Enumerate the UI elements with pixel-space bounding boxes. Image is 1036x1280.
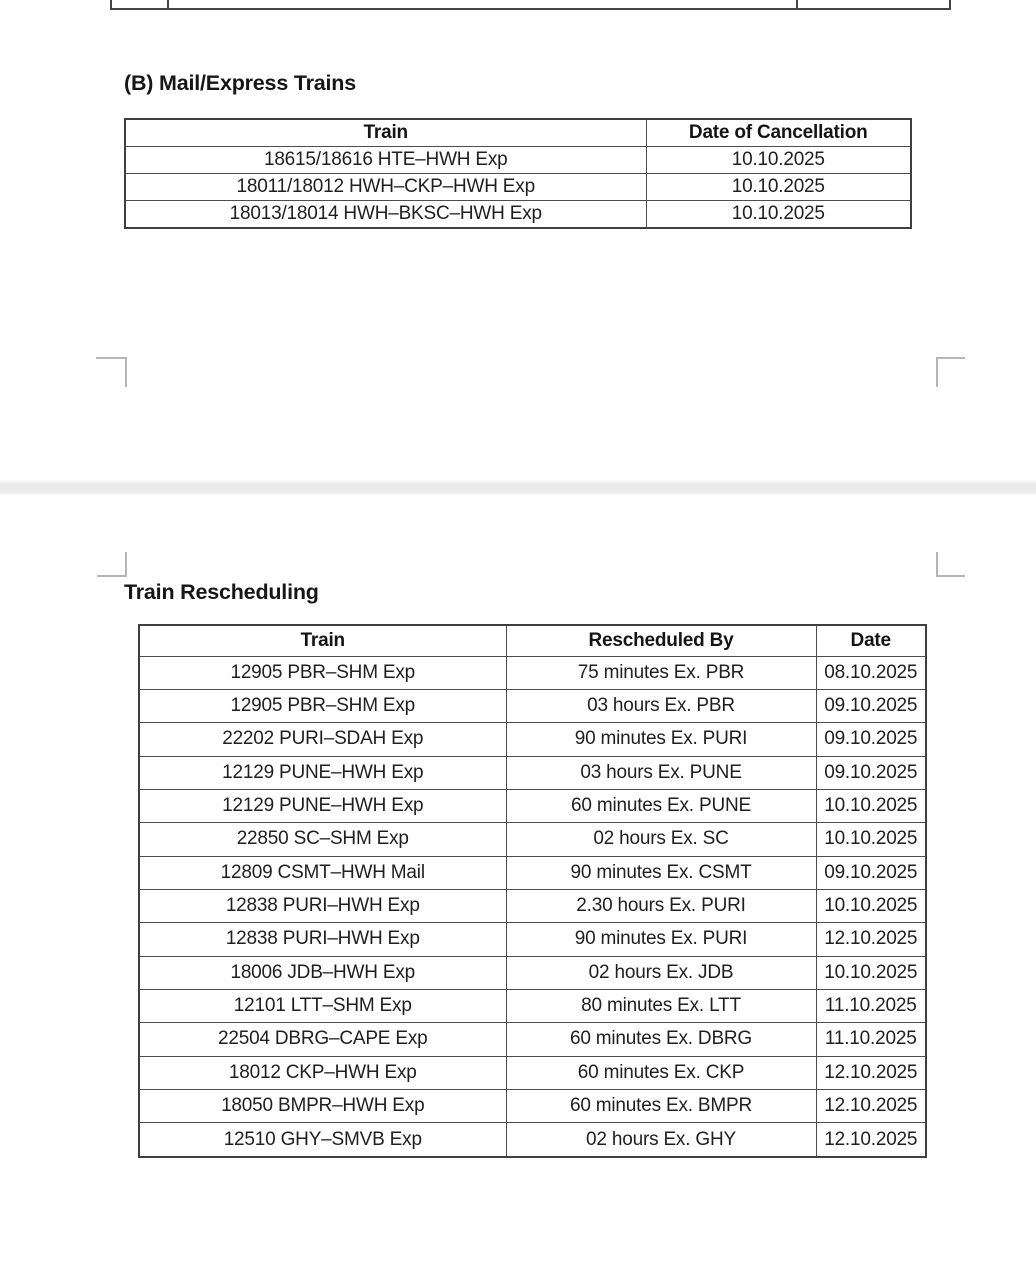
table-row: 12101 LTT–SHM Exp 80 minutes Ex. LTT 11.10… bbox=[138, 988, 927, 1024]
table-cell: 09.10.2025 bbox=[815, 688, 927, 724]
table-row: 18615/18616 HTE–HWH Exp 10.10.2025 bbox=[124, 145, 912, 174]
table-cell: 22202 PURI–SDAH Exp bbox=[138, 722, 507, 757]
table-cell: 11.10.2025 bbox=[815, 988, 927, 1024]
table-cell: 12905 PBR–SHM Exp bbox=[138, 655, 507, 690]
table-cell: 90 minutes Ex. PURI bbox=[505, 722, 817, 757]
margin-corner-mark bbox=[96, 357, 127, 387]
table-cell: 10.10.2025 bbox=[815, 955, 927, 990]
table-cell: 12129 PUNE–HWH Exp bbox=[138, 755, 507, 790]
column-header-date-of-cancellation: Date of Cancellation bbox=[645, 118, 912, 147]
margin-corner-mark bbox=[936, 357, 965, 387]
table-cell: 03 hours Ex. PUNE bbox=[505, 755, 817, 790]
table-cell: 18011/18012 HWH–CKP–HWH Exp bbox=[124, 172, 647, 201]
table-cell: 02 hours Ex. JDB bbox=[505, 955, 817, 990]
table-row: 12809 CSMT–HWH Mail 90 minutes Ex. CSMT 09… bbox=[138, 855, 927, 890]
table-cell: 22850 SC–SHM Exp bbox=[138, 822, 507, 857]
table-cell: 75 minutes Ex. PBR bbox=[505, 655, 817, 690]
fragment-bottom-border bbox=[110, 7, 951, 10]
fragment-vertical-line bbox=[167, 0, 170, 10]
table-row: 22850 SC–SHM Exp 02 hours Ex. SC 10.10.202… bbox=[138, 822, 927, 857]
table-cell: 90 minutes Ex. PURI bbox=[505, 922, 817, 957]
table-cell: 18615/18616 HTE–HWH Exp bbox=[124, 145, 647, 174]
table-cell: 10.10.2025 bbox=[645, 145, 912, 174]
page-break-gap bbox=[0, 480, 1036, 495]
table-cell: 10.10.2025 bbox=[645, 199, 912, 229]
margin-corner-mark bbox=[936, 552, 965, 577]
table-cell: 12.10.2025 bbox=[815, 922, 927, 957]
table-cell: 60 minutes Ex. DBRG bbox=[505, 1022, 817, 1057]
table-row: 18050 BMPR–HWH Exp 60 minutes Ex. BMPR 12.… bbox=[138, 1088, 927, 1124]
table-row: 12905 PBR–SHM Exp 75 minutes Ex. PBR 08.10… bbox=[138, 655, 927, 690]
table-cell: 12.10.2025 bbox=[815, 1055, 927, 1090]
cancellation-table: Train Date of Cancellation 18615/18616 H… bbox=[124, 118, 912, 229]
table-header-row: Train Date of Cancellation bbox=[124, 118, 912, 147]
table-cell: 12129 PUNE–HWH Exp bbox=[138, 788, 507, 824]
table-cell: 60 minutes Ex. PUNE bbox=[505, 788, 817, 824]
table-row: 12905 PBR–SHM Exp 03 hours Ex. PBR 09.10.2… bbox=[138, 688, 927, 724]
table-row: 12510 GHY–SMVB Exp 02 hours Ex. GHY 12.10.… bbox=[138, 1122, 927, 1158]
table-cell: 80 minutes Ex. LTT bbox=[505, 988, 817, 1024]
table-cell: 90 minutes Ex. CSMT bbox=[505, 855, 817, 890]
cancellation-table-body: 18615/18616 HTE–HWH Exp 10.10.2025 18011/1… bbox=[124, 145, 912, 229]
table-cell: 18013/18014 HWH–BKSC–HWH Exp bbox=[124, 199, 647, 229]
fragment-vertical-line bbox=[796, 0, 799, 10]
table-cell: 10.10.2025 bbox=[815, 788, 927, 824]
section-b-heading: (B) Mail/Express Trains bbox=[124, 71, 356, 95]
column-header-date: Date bbox=[815, 624, 927, 657]
table-row: 18013/18014 HWH–BKSC–HWH Exp 10.10.2025 bbox=[124, 199, 912, 229]
table-cell: 22504 DBRG–CAPE Exp bbox=[138, 1022, 507, 1057]
table-cell: 09.10.2025 bbox=[815, 722, 927, 757]
table-row: 22504 DBRG–CAPE Exp 60 minutes Ex. DBRG 11… bbox=[138, 1022, 927, 1057]
table-cell: 12.10.2025 bbox=[815, 1122, 927, 1158]
column-header-train: Train bbox=[138, 624, 507, 657]
table-row: 12838 PURI–HWH Exp 2.30 hours Ex. PURI 10.… bbox=[138, 888, 927, 924]
fragment-vertical-line bbox=[949, 0, 952, 10]
table-cell: 60 minutes Ex. CKP bbox=[505, 1055, 817, 1090]
table-cell: 12510 GHY–SMVB Exp bbox=[138, 1122, 507, 1158]
table-cell: 12.10.2025 bbox=[815, 1088, 927, 1124]
table-cell: 18006 JDB–HWH Exp bbox=[138, 955, 507, 990]
table-cell: 2.30 hours Ex. PURI bbox=[505, 888, 817, 924]
table-cell: 18050 BMPR–HWH Exp bbox=[138, 1088, 507, 1124]
table-cell: 10.10.2025 bbox=[645, 172, 912, 201]
table-row: 18006 JDB–HWH Exp 02 hours Ex. JDB 10.10.2… bbox=[138, 955, 927, 990]
table-header-row: Train Rescheduled By Date bbox=[138, 624, 927, 657]
fragment-vertical-line bbox=[110, 0, 113, 10]
table-cell: 60 minutes Ex. BMPR bbox=[505, 1088, 817, 1124]
table-cell: 11.10.2025 bbox=[815, 1022, 927, 1057]
table-row: 12129 PUNE–HWH Exp 03 hours Ex. PUNE 09.10… bbox=[138, 755, 927, 790]
table-cell: 18012 CKP–HWH Exp bbox=[138, 1055, 507, 1090]
table-row: 12129 PUNE–HWH Exp 60 minutes Ex. PUNE 10.… bbox=[138, 788, 927, 824]
table-row: 12838 PURI–HWH Exp 90 minutes Ex. PURI 12.… bbox=[138, 922, 927, 957]
table-cell: 12905 PBR–SHM Exp bbox=[138, 688, 507, 724]
table-cell: 12101 LTT–SHM Exp bbox=[138, 988, 507, 1024]
table-cell: 12838 PURI–HWH Exp bbox=[138, 922, 507, 957]
table-cell: 02 hours Ex. SC bbox=[505, 822, 817, 857]
column-header-rescheduled-by: Rescheduled By bbox=[505, 624, 817, 657]
table-cell: 08.10.2025 bbox=[815, 655, 927, 690]
rescheduling-table: Train Rescheduled By Date 12905 PBR–SHM … bbox=[138, 624, 927, 1158]
table-cell: 02 hours Ex. GHY bbox=[505, 1122, 817, 1158]
table-cell: 10.10.2025 bbox=[815, 888, 927, 924]
table-cell: 09.10.2025 bbox=[815, 755, 927, 790]
table-cell: 10.10.2025 bbox=[815, 822, 927, 857]
train-rescheduling-heading: Train Rescheduling bbox=[124, 580, 319, 604]
table-cell: 03 hours Ex. PBR bbox=[505, 688, 817, 724]
column-header-train: Train bbox=[124, 118, 647, 147]
margin-corner-mark bbox=[97, 552, 127, 577]
table-row: 18012 CKP–HWH Exp 60 minutes Ex. CKP 12.10… bbox=[138, 1055, 927, 1090]
rescheduling-table-body: 12905 PBR–SHM Exp 75 minutes Ex. PBR 08.10… bbox=[138, 655, 927, 1158]
table-cell: 12838 PURI–HWH Exp bbox=[138, 888, 507, 924]
table-cell: 09.10.2025 bbox=[815, 855, 927, 890]
table-cell: 12809 CSMT–HWH Mail bbox=[138, 855, 507, 890]
table-row: 18011/18012 HWH–CKP–HWH Exp 10.10.2025 bbox=[124, 172, 912, 201]
table-row: 22202 PURI–SDAH Exp 90 minutes Ex. PURI 09… bbox=[138, 722, 927, 757]
